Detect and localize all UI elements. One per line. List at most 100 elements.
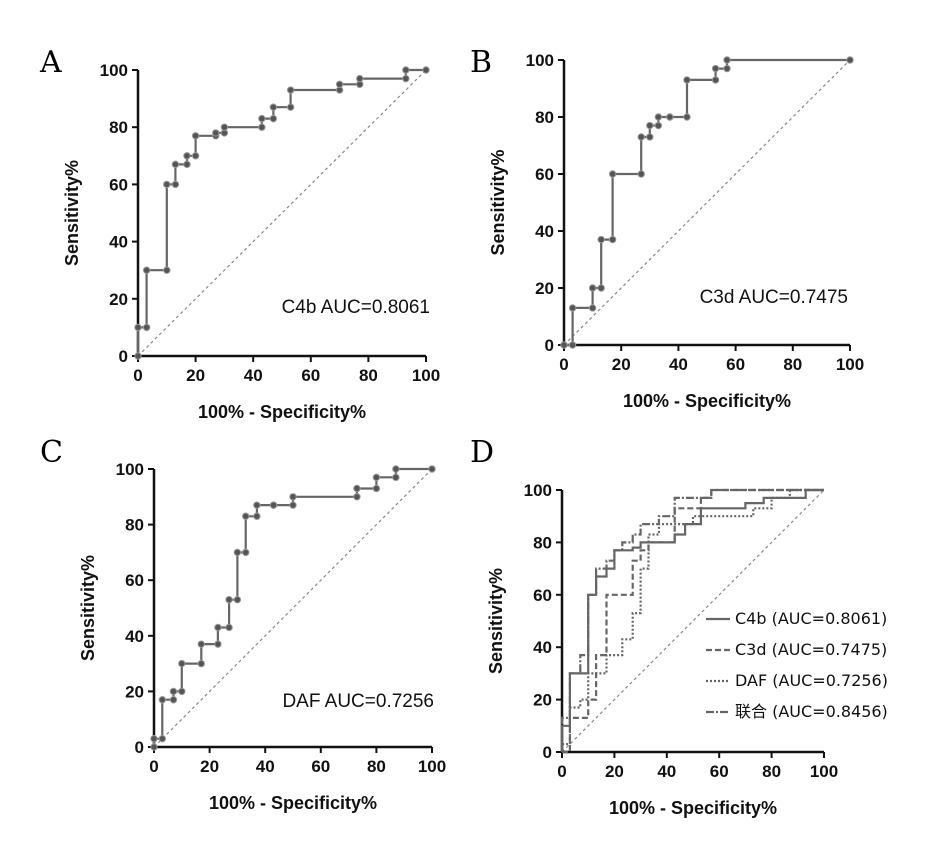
roc-point xyxy=(135,324,141,330)
roc-point xyxy=(259,124,265,130)
y-tick-label: 60 xyxy=(533,586,552,605)
x-tick-label: 60 xyxy=(311,757,330,776)
roc-point xyxy=(393,466,399,472)
x-tick-label: 60 xyxy=(301,366,320,385)
roc-point xyxy=(192,153,198,159)
roc-point xyxy=(221,124,227,130)
roc-point xyxy=(198,641,204,647)
roc-point xyxy=(609,236,615,242)
roc-point xyxy=(667,114,673,120)
roc-point xyxy=(403,75,409,81)
x-tick-label: 20 xyxy=(612,355,631,374)
y-tick-label: 100 xyxy=(116,460,144,479)
y-tick-label: 80 xyxy=(109,118,128,137)
roc-point xyxy=(589,285,595,291)
roc-point xyxy=(234,596,240,602)
roc-point xyxy=(184,161,190,167)
roc-point xyxy=(561,342,567,348)
roc-point xyxy=(192,133,198,139)
roc-point xyxy=(179,688,185,694)
x-tick-label: 100 xyxy=(836,355,864,374)
legend-entry: C3d (AUC=0.7475) xyxy=(735,640,887,659)
panel-label: D xyxy=(470,435,494,470)
roc-point xyxy=(569,305,575,311)
roc-point xyxy=(354,494,360,500)
roc-point xyxy=(655,122,661,128)
x-tick-label: 100 xyxy=(810,762,838,781)
x-tick-label: 80 xyxy=(359,366,378,385)
roc-point xyxy=(184,153,190,159)
roc-point xyxy=(135,353,141,359)
roc-point xyxy=(724,65,730,71)
roc-point xyxy=(226,596,232,602)
legend: C4b (AUC=0.8061)C3d (AUC=0.7475)DAF (AUC… xyxy=(706,609,888,721)
x-tick-label: 40 xyxy=(244,366,263,385)
x-tick-label: 40 xyxy=(657,762,676,781)
x-tick-label: 20 xyxy=(200,757,219,776)
y-tick-label: 20 xyxy=(109,290,128,309)
y-tick-label: 0 xyxy=(543,743,552,762)
roc-point xyxy=(172,161,178,167)
legend-entry: 联合 (AUC=0.8456) xyxy=(735,702,888,721)
y-tick-label: 0 xyxy=(545,336,554,355)
x-tick-label: 0 xyxy=(133,366,142,385)
y-axis-title: Sensitivity% xyxy=(486,568,506,674)
y-tick-label: 0 xyxy=(119,347,128,366)
roc-point xyxy=(234,549,240,555)
roc-point xyxy=(213,130,219,136)
roc-point xyxy=(847,57,853,63)
roc-point xyxy=(373,474,379,480)
chart-panel-c: C020406080100020406080100100% - Specific… xyxy=(40,435,446,813)
x-tick-label: 20 xyxy=(186,366,205,385)
y-axis-title: Sensitivity% xyxy=(488,149,508,255)
roc-point xyxy=(354,485,360,491)
roc-point xyxy=(215,624,221,630)
x-tick-label: 40 xyxy=(669,355,688,374)
chart-panel-d: D020406080100020406080100100% - Specific… xyxy=(470,435,888,818)
x-tick-label: 20 xyxy=(605,762,624,781)
roc-point xyxy=(684,114,690,120)
roc-point xyxy=(151,735,157,741)
roc-point xyxy=(638,171,644,177)
y-tick-label: 100 xyxy=(526,51,554,70)
roc-point xyxy=(684,77,690,83)
x-tick-label: 0 xyxy=(557,762,566,781)
x-tick-label: 100 xyxy=(412,366,440,385)
y-tick-label: 80 xyxy=(533,533,552,552)
roc-point xyxy=(226,624,232,630)
roc-point xyxy=(172,181,178,187)
roc-point xyxy=(198,660,204,666)
roc-point xyxy=(243,549,249,555)
roc-point xyxy=(254,502,260,508)
roc-point xyxy=(270,104,276,110)
roc-point xyxy=(647,134,653,140)
y-tick-label: 20 xyxy=(125,682,144,701)
roc-point xyxy=(159,735,165,741)
roc-point xyxy=(270,502,276,508)
roc-point xyxy=(712,77,718,83)
auc-annotation: C4b AUC=0.8061 xyxy=(282,297,430,318)
roc-point xyxy=(143,267,149,273)
y-tick-label: 100 xyxy=(100,61,128,80)
roc-point xyxy=(287,104,293,110)
roc-point xyxy=(655,114,661,120)
x-tick-label: 60 xyxy=(710,762,729,781)
x-axis-title: 100% - Specificity% xyxy=(623,391,791,411)
y-tick-label: 40 xyxy=(125,627,144,646)
x-tick-label: 40 xyxy=(256,757,275,776)
roc-point xyxy=(159,697,165,703)
roc-point xyxy=(243,513,249,519)
legend-entry: DAF (AUC=0.7256) xyxy=(735,671,888,690)
x-axis-title: 100% - Specificity% xyxy=(609,798,777,818)
y-tick-label: 20 xyxy=(533,691,552,710)
roc-point xyxy=(598,236,604,242)
roc-point xyxy=(259,115,265,121)
x-tick-label: 80 xyxy=(367,757,386,776)
roc-point xyxy=(215,641,221,647)
roc-point xyxy=(287,87,293,93)
y-tick-label: 40 xyxy=(109,233,128,252)
roc-point xyxy=(423,67,429,73)
y-tick-label: 0 xyxy=(135,738,144,757)
roc-point xyxy=(393,474,399,480)
